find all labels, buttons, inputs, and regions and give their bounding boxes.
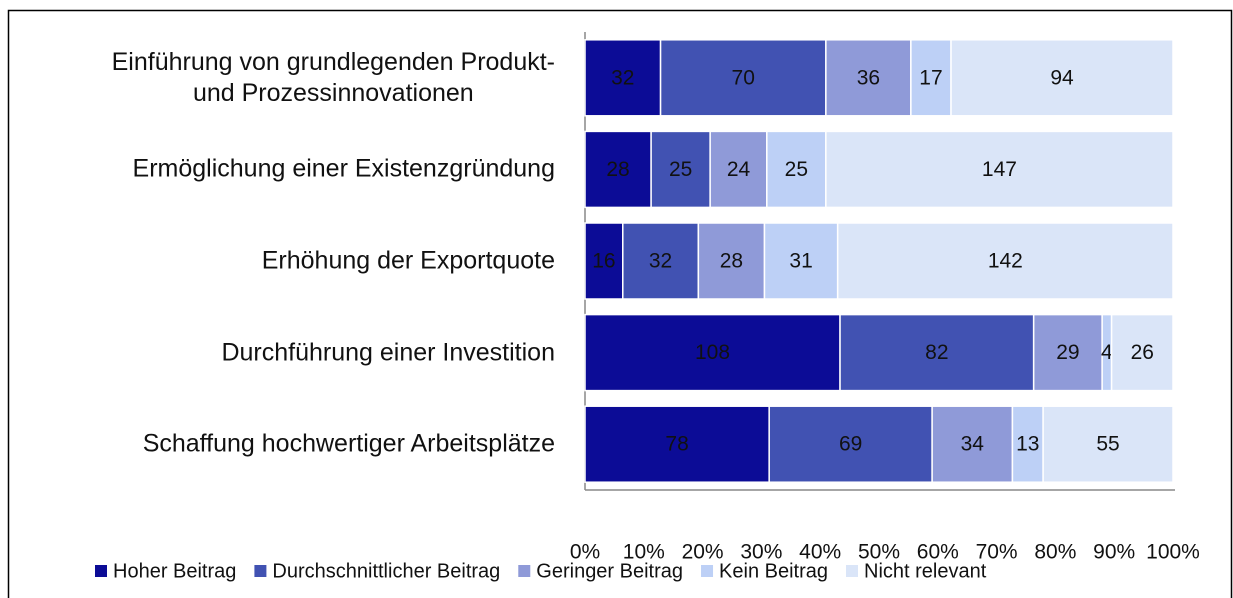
category-label: Ermöglichung einer Existenzgründung — [132, 154, 555, 183]
bar-segment — [931, 405, 1014, 483]
data-label: 70 — [732, 66, 755, 89]
legend-swatch — [518, 565, 531, 577]
data-label: 36 — [857, 66, 880, 89]
category-label: Einführung von grundlegenden Produkt- un… — [111, 47, 555, 107]
data-label: 26 — [1131, 341, 1154, 364]
x-tick-label: 90% — [1093, 541, 1135, 564]
bar-segment — [825, 39, 912, 117]
x-tick-label: 20% — [682, 541, 724, 564]
legend-swatch — [95, 565, 107, 577]
bar-segment — [584, 130, 652, 209]
bar-segment — [766, 130, 827, 209]
bar-segment — [584, 222, 624, 300]
data-label: 147 — [982, 158, 1017, 181]
data-label: 4 — [1101, 341, 1113, 364]
data-label: 142 — [988, 250, 1023, 273]
x-tick-label: 50% — [858, 541, 900, 564]
bar-segment — [584, 313, 841, 392]
data-label: 69 — [839, 433, 862, 456]
bar-segment — [836, 222, 1174, 300]
bar-segment — [1110, 313, 1174, 392]
bar-segment — [825, 130, 1174, 209]
category-label: Erhöhung der Exportquote — [261, 246, 555, 275]
data-label: 82 — [925, 341, 948, 364]
x-tick-label: 100% — [1146, 541, 1200, 564]
bar-segment — [697, 222, 766, 300]
x-tick-label: 10% — [623, 541, 665, 564]
bar-segment — [768, 405, 933, 483]
data-label: 13 — [1016, 433, 1039, 456]
bar-segment — [1011, 405, 1044, 483]
category-label: Schaffung hochwertiger Arbeitsplätze — [142, 429, 555, 458]
bar-segment — [709, 130, 768, 209]
data-label: 34 — [961, 433, 985, 456]
legend-label: Geringer Beitrag — [536, 560, 683, 582]
data-label: 94 — [1050, 66, 1074, 89]
x-tick-label: 80% — [1034, 541, 1076, 564]
data-label: 31 — [789, 250, 812, 273]
frame — [7, 9, 1233, 598]
data-label: 108 — [695, 341, 730, 364]
data-label: 28 — [720, 250, 743, 273]
bar-segment — [650, 130, 711, 209]
data-label: 29 — [1056, 341, 1079, 364]
legend-swatch — [846, 565, 858, 577]
bar-segment — [839, 313, 1035, 392]
x-tick-label: 40% — [799, 541, 841, 564]
bar-segment — [622, 222, 700, 300]
data-label: 16 — [592, 250, 615, 273]
category-label: Durchführung einer Investition — [221, 338, 555, 367]
bar-segment — [659, 39, 827, 117]
data-label: 32 — [649, 250, 672, 273]
x-tick-label: 0% — [570, 541, 600, 564]
legend-swatch — [254, 565, 267, 577]
legend-label: Hoher Beitrag — [113, 560, 236, 582]
x-tick-label: 30% — [740, 541, 782, 564]
legend-label: Nicht relevant — [864, 560, 987, 582]
data-label: 32 — [611, 66, 634, 89]
data-label: 25 — [785, 158, 808, 181]
data-label: 55 — [1096, 433, 1119, 456]
data-label: 28 — [606, 158, 629, 181]
legend-label: Durchschnittlicher Beitrag — [272, 560, 500, 582]
data-label: 24 — [727, 158, 751, 181]
x-tick-label: 60% — [917, 541, 959, 564]
bar-segment — [950, 39, 1174, 117]
legend-label: Kein Beitrag — [719, 560, 828, 582]
data-label: 25 — [669, 158, 692, 181]
bar-segment — [1042, 405, 1174, 483]
x-tick-label: 70% — [976, 541, 1018, 564]
data-label: 78 — [665, 433, 688, 456]
legend-swatch — [701, 565, 714, 577]
data-label: 17 — [919, 66, 942, 89]
